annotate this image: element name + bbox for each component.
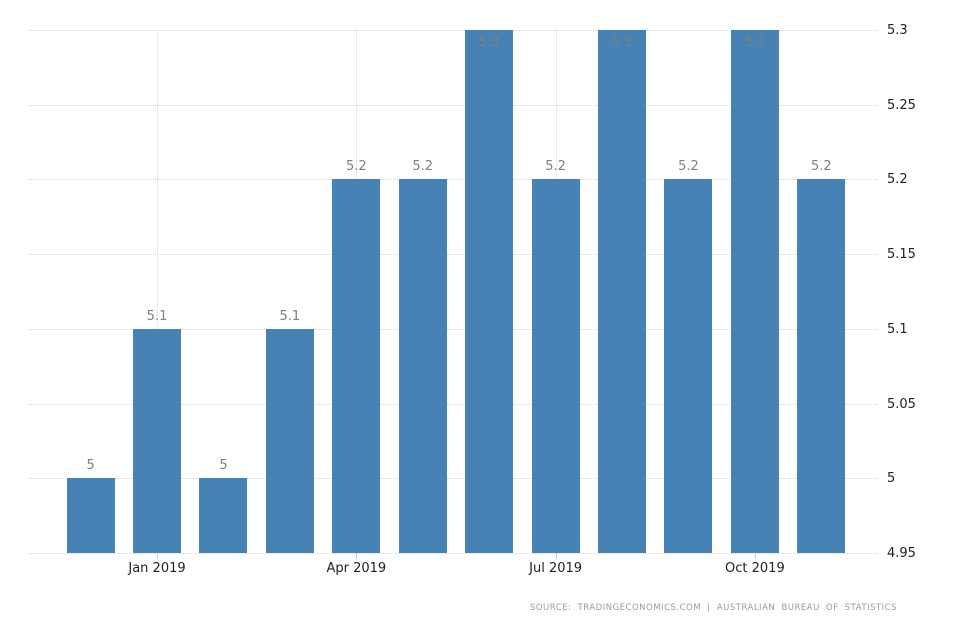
bar-value-label: 5.2 [810, 159, 832, 175]
y-axis-label: 5 [887, 471, 896, 487]
y-gridline [28, 179, 878, 181]
x-gridline [157, 30, 159, 553]
bar[interactable] [598, 30, 647, 553]
y-axis-label: 5.1 [887, 321, 908, 337]
y-axis-label: 5.05 [887, 396, 916, 412]
bar[interactable] [332, 179, 381, 553]
bar[interactable] [664, 179, 713, 553]
bar[interactable] [66, 478, 115, 553]
bar-value-label: 5 [86, 458, 95, 474]
y-axis-label: 4.95 [887, 546, 916, 561]
x-axis-tick [754, 553, 756, 559]
bar[interactable] [730, 30, 779, 553]
bar-value-label: 5.2 [412, 159, 434, 175]
y-gridline [28, 478, 878, 480]
bar[interactable] [398, 179, 447, 553]
bar[interactable] [465, 30, 514, 553]
x-axis-label: Jan 2019 [128, 561, 186, 576]
bar[interactable] [133, 328, 182, 553]
y-gridline [28, 553, 878, 554]
bar-value-label: 5.3 [744, 35, 766, 50]
y-gridline [28, 254, 878, 256]
x-axis-label: Oct 2019 [725, 561, 785, 576]
x-axis-tick [356, 553, 358, 559]
bar[interactable] [531, 179, 580, 553]
bar-value-label: 5.3 [478, 35, 500, 50]
y-axis-label: 5.25 [887, 97, 916, 113]
x-axis-tick [157, 553, 159, 559]
y-axis-label: 5.3 [887, 23, 908, 38]
x-axis-tick [555, 553, 557, 559]
y-gridline [28, 328, 878, 330]
bar-value-label: 5.1 [279, 308, 301, 324]
bar-value-label: 5.2 [545, 159, 566, 175]
bar-value-label: 5.2 [345, 159, 367, 175]
y-gridline [28, 30, 878, 31]
bar[interactable] [199, 478, 248, 553]
y-gridline [28, 104, 878, 106]
bar[interactable] [265, 328, 314, 553]
x-axis-label: Jul 2019 [529, 561, 583, 576]
bar[interactable] [797, 179, 846, 553]
y-axis-label: 5.2 [887, 172, 908, 188]
bar-value-label: 5.1 [146, 308, 168, 324]
bar-value-label: 5.2 [678, 159, 699, 175]
x-axis-label: Apr 2019 [326, 561, 387, 576]
y-gridline [28, 403, 878, 405]
source-attribution: SOURCE: TRADINGECONOMICS.COM | AUSTRALIA… [529, 603, 897, 613]
bar-value-label: 5 [219, 458, 228, 474]
y-axis-label: 5.15 [887, 247, 916, 263]
bar-value-label: 5.3 [611, 35, 633, 50]
